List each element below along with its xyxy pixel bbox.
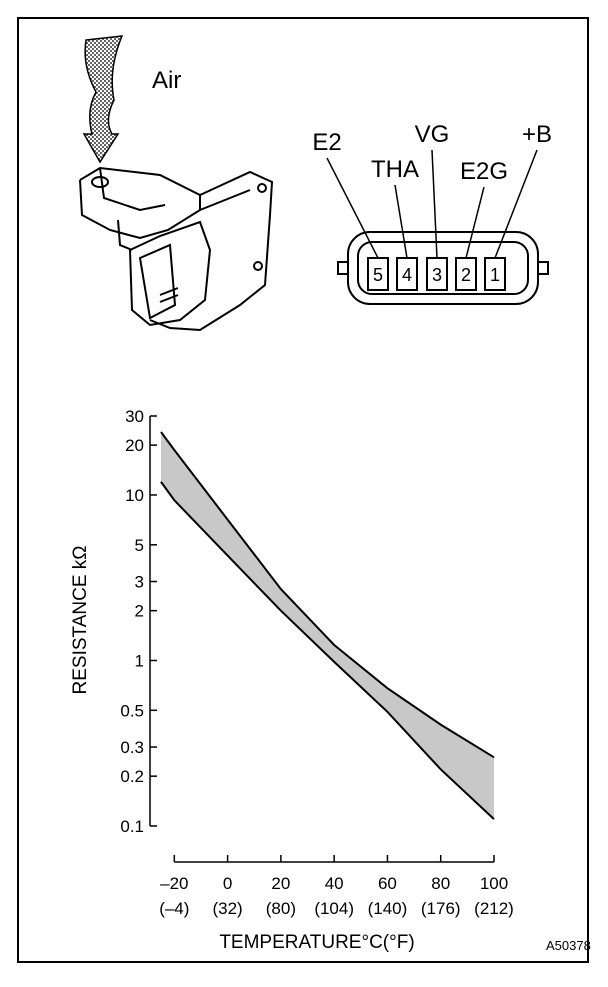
x-tick-label: 20 xyxy=(271,874,290,893)
y-tick-label: 2 xyxy=(135,602,144,621)
x-tick-label: 60 xyxy=(378,874,397,893)
curve xyxy=(160,481,495,820)
air-arrow xyxy=(82,35,124,164)
x-tick-label-f: (104) xyxy=(314,899,354,918)
connector xyxy=(337,231,549,305)
leader-line xyxy=(465,186,485,259)
figure-code: A50378 xyxy=(546,938,591,953)
pin-label: +B xyxy=(522,121,552,148)
curve xyxy=(160,431,495,759)
y-tick-label: 10 xyxy=(125,486,144,505)
y-tick-label: 30 xyxy=(125,407,144,426)
pin-number: 5 xyxy=(373,265,383,285)
pin-number: 4 xyxy=(402,265,412,285)
x-tick-label: 0 xyxy=(223,874,232,893)
x-tick-label: 80 xyxy=(431,874,450,893)
pin-label: VG xyxy=(415,121,450,148)
band-fill xyxy=(161,432,494,820)
y-tick-label: 20 xyxy=(125,436,144,455)
y-tick-label: 1 xyxy=(135,651,144,670)
leader-line xyxy=(494,149,538,259)
x-tick-label-f: (140) xyxy=(368,899,408,918)
pin-label: THA xyxy=(371,156,419,183)
x-tick-label-f: (–4) xyxy=(159,899,189,918)
x-tick-label-f: (212) xyxy=(474,899,514,918)
y-tick-label: 5 xyxy=(135,536,144,555)
y-tick-label: 0.5 xyxy=(120,701,144,720)
pin-number: 2 xyxy=(461,265,471,285)
y-axis-label: RESISTANCE kΩ xyxy=(70,546,91,695)
leader-line xyxy=(326,157,379,259)
x-tick-label-f: (176) xyxy=(421,899,461,918)
y-tick-label: 0.2 xyxy=(120,767,144,786)
x-tick-label-f: (32) xyxy=(212,899,242,918)
x-tick-label: –20 xyxy=(160,874,188,893)
pin-number: 3 xyxy=(432,265,442,285)
x-tick-label-f: (80) xyxy=(266,899,296,918)
x-axis-label: TEMPERATURE°C(°F) xyxy=(219,932,414,953)
air-label: Air xyxy=(152,67,181,94)
frame xyxy=(17,17,589,963)
pin-label: E2G xyxy=(460,158,508,185)
leader-line xyxy=(431,149,438,259)
y-tick-label: 3 xyxy=(135,573,144,592)
pin-label: E2 xyxy=(312,129,341,156)
y-tick-label: 0.1 xyxy=(120,817,144,836)
y-tick-label: 0.3 xyxy=(120,738,144,757)
pin-number: 1 xyxy=(490,265,500,285)
leader-line xyxy=(394,184,408,259)
sensor-sketch xyxy=(79,166,274,332)
x-tick-label: 40 xyxy=(325,874,344,893)
x-tick-label: 100 xyxy=(480,874,508,893)
